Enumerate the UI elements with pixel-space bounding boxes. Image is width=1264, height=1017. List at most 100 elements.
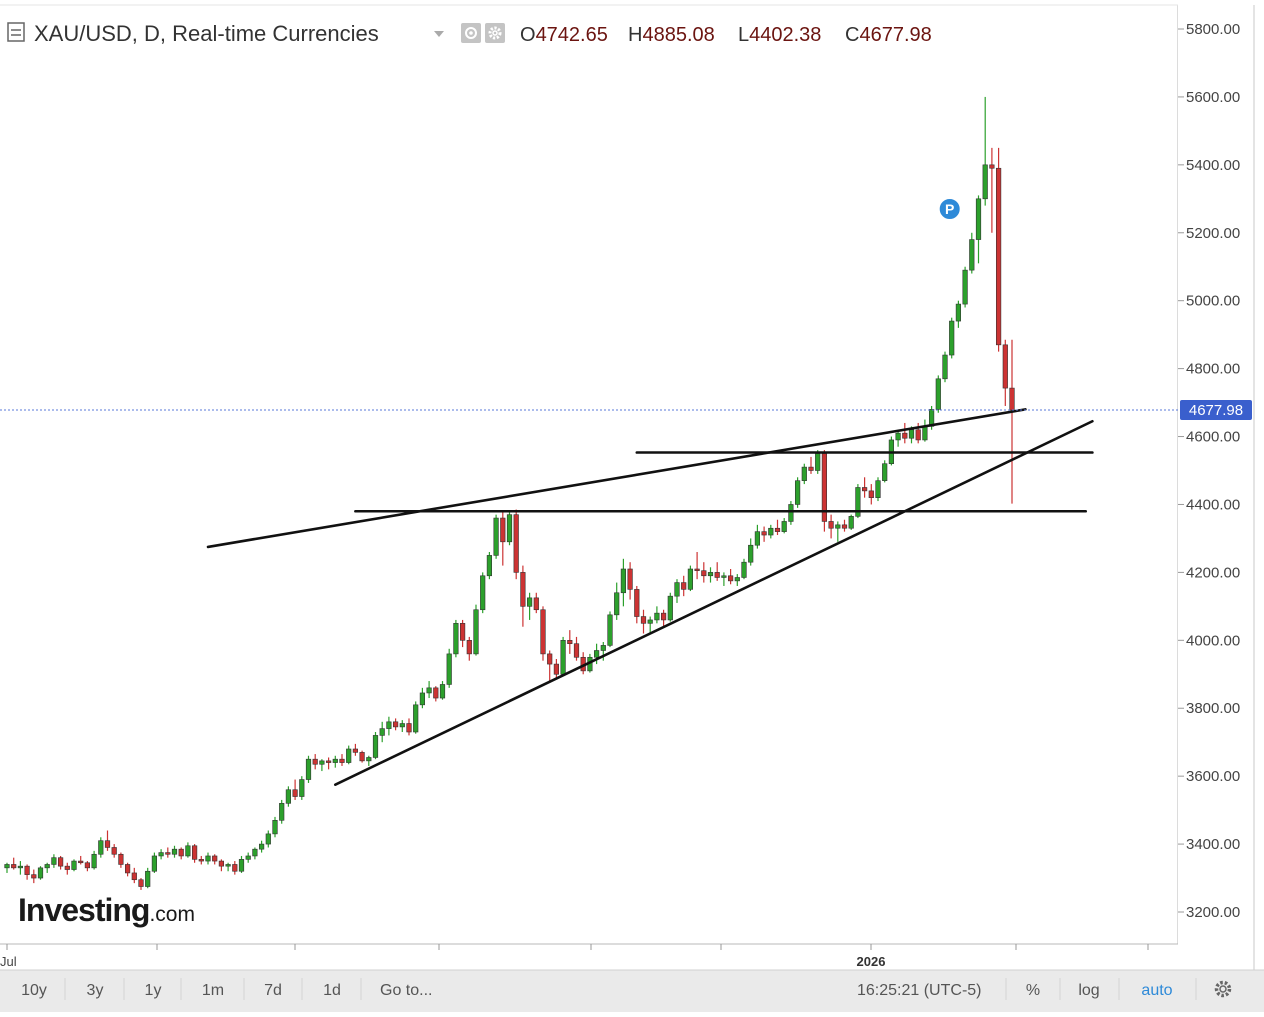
ohlc-open: O4742.65: [520, 24, 608, 46]
event-marker[interactable]: P: [937, 196, 962, 221]
candle-body-up: [754, 531, 760, 546]
candle-body-down: [995, 167, 1002, 346]
candle: [768, 524, 774, 539]
candle-body-up: [969, 239, 975, 271]
symbol-title[interactable]: XAU/USD, D, Real-time Currencies: [34, 21, 379, 46]
auto-scale-button[interactable]: auto: [1141, 982, 1172, 999]
candle-body-down: [198, 859, 204, 862]
candle-body-up: [252, 848, 258, 857]
time-axis[interactable]: Jul 2026: [0, 944, 1149, 969]
chevron-down-icon[interactable]: [434, 31, 444, 37]
candle-body-up: [788, 504, 794, 522]
candle: [801, 463, 807, 485]
gear-icon[interactable]: [485, 23, 505, 43]
trendline[interactable]: [333, 419, 1094, 786]
candle-body-up: [299, 779, 305, 797]
candle: [466, 636, 472, 661]
candle: [359, 750, 365, 763]
range-button-7d[interactable]: 7d: [264, 982, 282, 999]
range-button-1y[interactable]: 1y: [145, 982, 162, 999]
candle-body-down: [540, 609, 546, 655]
candle: [392, 718, 399, 731]
candle-body-down: [406, 723, 412, 733]
candle: [292, 779, 298, 800]
watermark-logo: Investing.com: [18, 892, 195, 928]
candle-body-up: [372, 735, 379, 758]
price-tick-label: 5000.00: [1186, 293, 1240, 310]
candle: [131, 867, 137, 884]
candle-body-down: [131, 872, 137, 881]
candle: [125, 862, 131, 877]
candle-body-up: [835, 524, 841, 529]
candle: [989, 147, 995, 233]
candle: [640, 609, 647, 634]
candle-body-down: [761, 531, 767, 536]
time-tick-label: 2026: [857, 954, 886, 969]
clock-readout[interactable]: 16:25:21 (UTC-5): [857, 982, 982, 999]
candle: [995, 147, 1002, 352]
candle-body-up: [506, 514, 513, 543]
range-button-10y[interactable]: 10y: [21, 982, 47, 999]
candle: [158, 849, 164, 860]
trendline[interactable]: [206, 408, 1027, 549]
candle: [57, 855, 64, 870]
range-button-1d[interactable]: 1d: [323, 982, 341, 999]
eye-icon[interactable]: [461, 23, 481, 43]
candle: [91, 850, 97, 870]
candle-body-up: [882, 463, 888, 481]
candle: [694, 552, 700, 580]
candle: [754, 524, 760, 549]
candle-body-up: [366, 757, 372, 762]
candle-body-down: [627, 568, 633, 590]
candle-body-up: [815, 453, 821, 471]
candle-body-down: [84, 862, 90, 869]
price-axis[interactable]: 5800.00 5600.00 5400.00 5200.00 5000.00 4800.…: [1178, 5, 1255, 970]
candle-body-up: [386, 721, 392, 729]
candle-body-up: [614, 592, 620, 616]
candle: [875, 477, 881, 502]
candle: [714, 562, 720, 581]
range-button-1m[interactable]: 1m: [202, 982, 224, 999]
candle-body-down: [138, 879, 144, 887]
candle: [218, 859, 225, 872]
range-button-3y[interactable]: 3y: [87, 982, 104, 999]
candle-body-down: [1009, 387, 1015, 411]
trendlines: [206, 408, 1094, 786]
time-tick-label: Jul: [0, 954, 17, 969]
candle-body-up: [982, 164, 988, 200]
price-tick-label: 3400.00: [1186, 836, 1240, 853]
candle: [748, 538, 754, 566]
candle-body-up: [607, 614, 613, 646]
plot-area[interactable]: [0, 4, 1179, 945]
candle-body-up: [285, 789, 292, 804]
candle-body-up: [205, 855, 211, 862]
candle-body-down: [547, 653, 553, 665]
candle-body-down: [902, 432, 908, 439]
price-tick-label: 3200.00: [1186, 904, 1240, 921]
candle: [258, 840, 265, 853]
go-to-button[interactable]: Go to...: [380, 982, 432, 999]
candle: [386, 716, 392, 736]
price-tick-label: 4000.00: [1186, 632, 1240, 649]
candle-body-up: [748, 544, 754, 563]
candle: [654, 606, 660, 624]
candle-body-up: [741, 561, 747, 578]
candle: [902, 422, 908, 444]
candle: [285, 786, 292, 807]
candle-body-up: [654, 612, 660, 621]
settings-gear-icon[interactable]: [1214, 980, 1232, 998]
candle: [24, 864, 30, 880]
collapse-icon[interactable]: [7, 22, 25, 42]
candle: [165, 847, 171, 858]
candle: [975, 195, 982, 264]
candle: [573, 636, 580, 661]
candle: [212, 854, 218, 865]
percent-scale-button[interactable]: %: [1026, 982, 1040, 999]
candle-body-down: [681, 582, 687, 590]
candle-body-up: [51, 857, 57, 865]
candle: [734, 574, 740, 586]
candle: [500, 511, 506, 566]
log-scale-button[interactable]: log: [1078, 982, 1099, 999]
candle: [607, 611, 613, 648]
